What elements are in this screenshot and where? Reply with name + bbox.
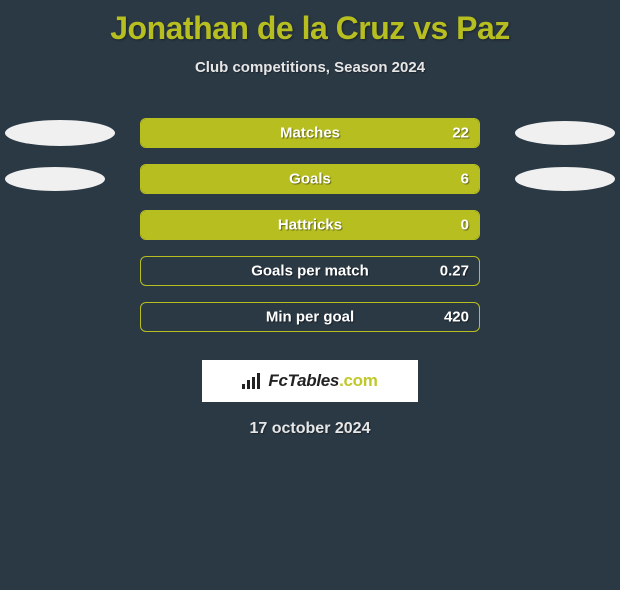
ellipse-left bbox=[5, 120, 115, 146]
stat-row: Goals 6 bbox=[0, 164, 620, 194]
stat-bar: Hattricks 0 bbox=[140, 210, 480, 240]
stat-value: 0 bbox=[461, 217, 469, 234]
bar-chart-icon bbox=[242, 373, 262, 389]
stat-bar: Goals per match 0.27 bbox=[140, 256, 480, 286]
ellipse-right bbox=[515, 121, 615, 145]
subtitle: Club competitions, Season 2024 bbox=[0, 59, 620, 76]
brand-suffix: .com bbox=[339, 371, 377, 390]
stat-bar: Goals 6 bbox=[140, 164, 480, 194]
stat-value: 420 bbox=[444, 309, 469, 326]
stat-row: Min per goal 420 bbox=[0, 302, 620, 332]
date-text: 17 october 2024 bbox=[0, 420, 620, 438]
stats-rows: Matches 22 Goals 6 Hattricks 0 Goals per match… bbox=[0, 118, 620, 332]
stat-row: Goals per match 0.27 bbox=[0, 256, 620, 286]
ellipse-right bbox=[515, 167, 615, 191]
stat-label: Min per goal bbox=[266, 309, 354, 326]
stat-label: Goals per match bbox=[251, 263, 369, 280]
stat-label: Matches bbox=[280, 125, 340, 142]
stat-value: 22 bbox=[452, 125, 469, 142]
brand-text: FcTables.com bbox=[268, 371, 377, 391]
stat-row: Hattricks 0 bbox=[0, 210, 620, 240]
stat-bar: Matches 22 bbox=[140, 118, 480, 148]
stat-row: Matches 22 bbox=[0, 118, 620, 148]
stat-value: 6 bbox=[461, 171, 469, 188]
stat-bar: Min per goal 420 bbox=[140, 302, 480, 332]
brand-box: FcTables.com bbox=[202, 360, 418, 402]
stat-label: Hattricks bbox=[278, 217, 342, 234]
page-title: Jonathan de la Cruz vs Paz bbox=[0, 10, 620, 47]
ellipse-left bbox=[5, 167, 105, 191]
stat-value: 0.27 bbox=[440, 263, 469, 280]
brand-name: FcTables bbox=[268, 371, 339, 390]
stat-label: Goals bbox=[289, 171, 331, 188]
